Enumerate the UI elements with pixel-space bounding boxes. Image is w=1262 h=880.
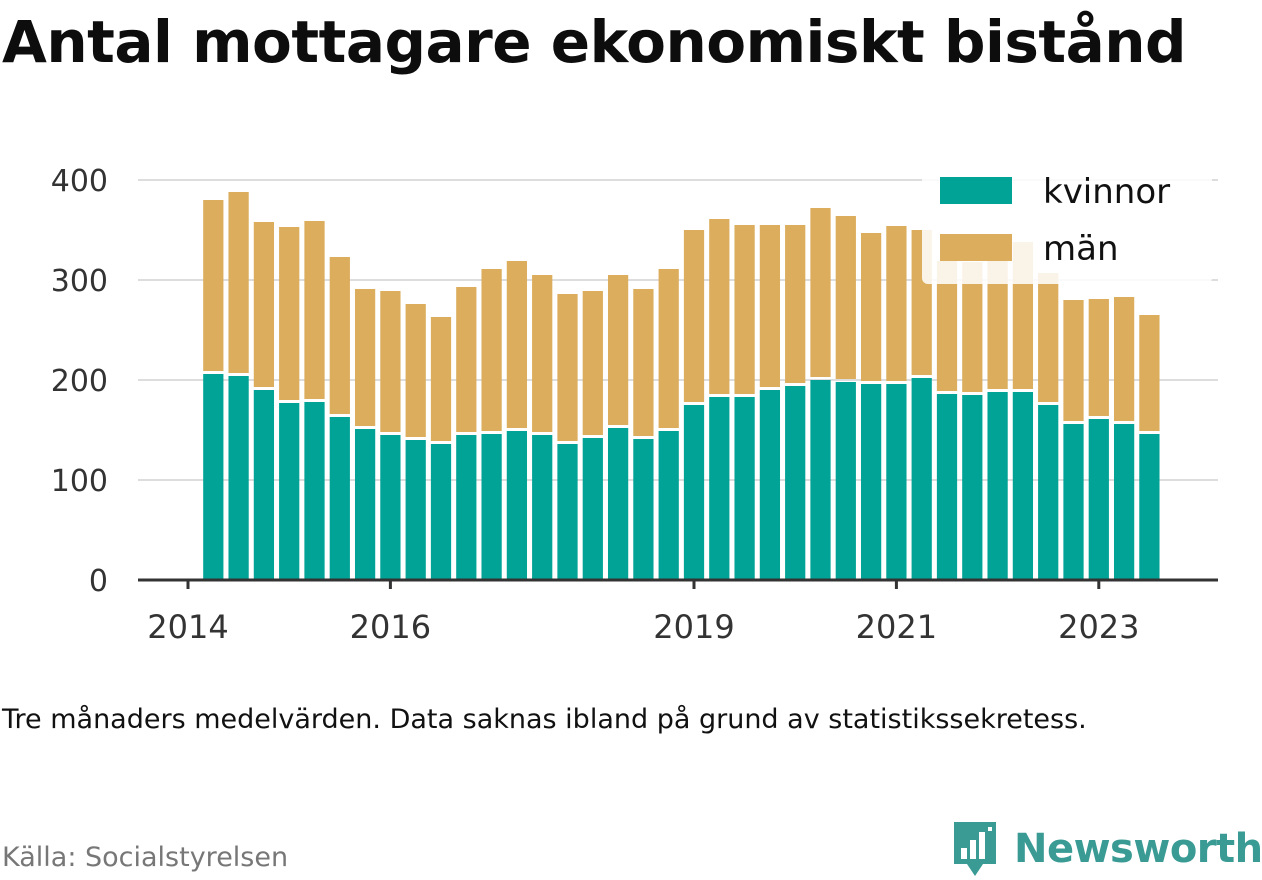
x-tick-label: 2021	[856, 608, 937, 646]
chart-note: Tre månaders medelvärden. Data saknas ib…	[2, 704, 1087, 735]
bar-kvinnor	[886, 384, 907, 580]
bar-kvinnor	[1038, 405, 1059, 580]
bar-kvinnor	[810, 380, 831, 580]
bar-kvinnor	[734, 397, 755, 580]
y-tick-label: 300	[51, 264, 108, 299]
x-tick-label: 2019	[653, 608, 734, 646]
bar-man	[582, 291, 603, 435]
bars	[203, 192, 1160, 580]
stacked-bar-chart: 0 100 200 300 400 2014 2016 2019 2021 2023 kvinno…	[51, 164, 1218, 646]
bar-kvinnor	[279, 403, 300, 580]
bar-kvinnor	[456, 435, 477, 580]
bar-kvinnor	[658, 431, 679, 580]
bar-kvinnor	[430, 444, 452, 580]
bar-man	[304, 221, 325, 399]
bar-kvinnor	[860, 384, 882, 580]
bar-man	[228, 192, 249, 373]
bar-man	[810, 208, 831, 377]
bar-kvinnor	[329, 417, 350, 580]
bar-man	[532, 275, 553, 432]
bar-kvinnor	[683, 405, 705, 580]
bar-kvinnor	[506, 431, 528, 580]
bar-man	[1113, 297, 1135, 421]
bar-man	[860, 233, 882, 381]
bar-man	[354, 289, 376, 426]
bar-man	[481, 269, 502, 431]
bar-man	[936, 261, 958, 391]
bar-kvinnor	[1139, 434, 1160, 580]
bar-man	[658, 269, 679, 428]
bar-kvinnor	[936, 394, 958, 580]
bar-kvinnor	[532, 435, 553, 580]
legend-label-man: män	[1043, 229, 1119, 269]
y-tick-label: 100	[51, 464, 108, 499]
bar-man	[456, 287, 477, 432]
bar-man	[557, 294, 578, 441]
bar-kvinnor	[481, 434, 502, 580]
bar-man	[506, 261, 528, 428]
y-tick-label: 200	[51, 364, 108, 399]
bar-kvinnor	[203, 374, 224, 580]
x-tick-label: 2023	[1058, 608, 1139, 646]
bar-man	[709, 219, 730, 394]
bar-kvinnor	[835, 382, 856, 580]
bar-kvinnor	[1113, 424, 1135, 580]
brand-name: Newsworthy	[1014, 826, 1262, 872]
bar-kvinnor	[607, 428, 629, 580]
bar-kvinnor	[1012, 392, 1034, 580]
bar-kvinnor	[582, 438, 603, 580]
bar-man	[734, 225, 755, 394]
bar-man	[607, 275, 629, 425]
bar-man	[329, 257, 350, 414]
bar-kvinnor	[709, 397, 730, 580]
bar-man	[405, 304, 426, 437]
bar-man	[785, 225, 806, 383]
legend-swatch-kvinnor	[940, 177, 1012, 204]
bar-kvinnor	[304, 402, 325, 580]
bar-man	[886, 226, 907, 381]
bar-kvinnor	[1088, 419, 1109, 580]
bar-kvinnor	[1063, 424, 1084, 580]
chart-title: Antal mottagare ekonomiskt bistånd	[2, 8, 1187, 76]
y-tick-label: 0	[89, 564, 108, 599]
bar-man	[1088, 299, 1109, 416]
bar-kvinnor	[380, 435, 401, 580]
legend-swatch-man	[940, 234, 1012, 261]
bar-kvinnor	[228, 376, 249, 580]
bar-man	[759, 225, 781, 387]
bar-man	[962, 262, 983, 392]
bar-man	[279, 227, 300, 400]
bar-kvinnor	[962, 395, 983, 580]
bar-man	[1038, 273, 1059, 402]
bar-man	[633, 289, 654, 436]
bar-kvinnor	[987, 392, 1008, 580]
bar-kvinnor	[785, 386, 806, 580]
axes: 0 100 200 300 400 2014 2016 2019 2021 2023	[51, 164, 1218, 646]
y-tick-label: 400	[51, 164, 108, 199]
bar-kvinnor	[354, 429, 376, 580]
source-credit: Källa: Socialstyrelsen	[2, 842, 289, 873]
newsworthy-logo: Newsworthy	[950, 818, 1262, 880]
x-tick-label: 2014	[147, 608, 228, 646]
bar-kvinnor	[911, 378, 932, 580]
bar-man	[1139, 315, 1160, 431]
bar-man	[987, 250, 1008, 389]
x-tick-label: 2016	[350, 608, 431, 646]
bar-kvinnor	[633, 439, 654, 580]
bar-kvinnor	[253, 390, 275, 580]
bar-chart-speech-bubble-icon	[954, 822, 996, 876]
bar-kvinnor	[759, 390, 781, 580]
bar-man	[683, 230, 705, 402]
bar-man	[380, 291, 401, 432]
legend-label-kvinnor: kvinnor	[1043, 172, 1170, 212]
bar-man	[430, 317, 452, 441]
bar-man	[835, 216, 856, 379]
bar-man	[253, 222, 275, 387]
bar-kvinnor	[557, 444, 578, 580]
bar-man	[203, 200, 224, 371]
bar-man	[1063, 300, 1084, 421]
legend: kvinnor män	[922, 172, 1212, 284]
bar-kvinnor	[405, 440, 426, 580]
